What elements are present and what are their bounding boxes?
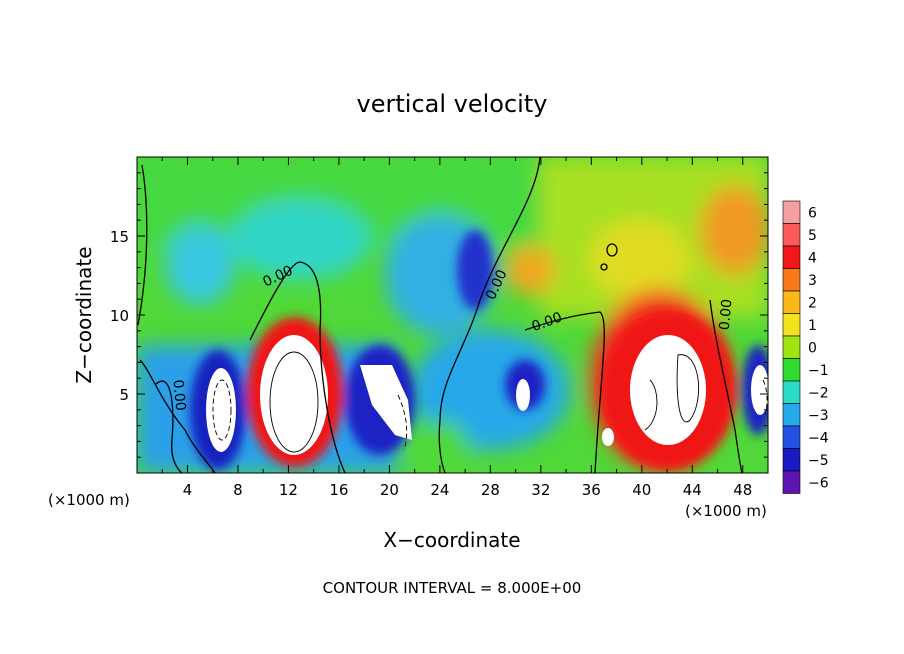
- colorbar-swatch: [782, 223, 801, 247]
- colorbar-label: 3: [808, 273, 817, 289]
- colorbar-label: 6: [808, 205, 817, 221]
- field-orange-upper: [505, 245, 555, 295]
- field-blue-left: [165, 225, 235, 305]
- colorbar-swatch: [782, 290, 801, 314]
- colorbar-swatch: [782, 335, 801, 359]
- y-tick-label: 15: [110, 228, 129, 246]
- plot-area: 0.00 0.000.000.000.00: [137, 157, 768, 473]
- field-cyan-mid: [230, 200, 370, 280]
- colorbar-swatch: [782, 380, 801, 404]
- x-tick-label: 8: [233, 481, 243, 499]
- contour-label: 0.00: [170, 379, 189, 411]
- colorbar-swatch: [782, 358, 801, 382]
- x-tick-label: 12: [279, 481, 298, 499]
- updraft-core-right: [630, 335, 706, 445]
- core-edge-right: [751, 365, 768, 415]
- x-tick-label: 16: [329, 481, 348, 499]
- field-orange-right: [700, 185, 768, 275]
- colorbar-label: −6: [808, 475, 829, 491]
- x-axis: 4 8 12 16 20 24 28 32 36 40 44 48: [161, 157, 752, 499]
- core-small-right: [516, 379, 530, 411]
- colorbar-label: −2: [808, 385, 829, 401]
- positive-contours: [269, 351, 700, 453]
- field-yellow-mid: [590, 220, 690, 300]
- colorbar: 6 5 4 3 2 1 0 −1 −2 −3 −4 −5 −6: [782, 200, 829, 494]
- colorbar-swatch: [782, 448, 801, 472]
- colorbar-swatch: [782, 245, 801, 269]
- contour-label: 0.00: [717, 298, 736, 330]
- negative-contours: [212, 379, 768, 451]
- zero-contours: [137, 157, 743, 473]
- field-lower-mid-blue: [410, 330, 570, 450]
- x-tick-label: 24: [430, 481, 449, 499]
- colorbar-label: 2: [808, 295, 817, 311]
- colorbar-swatch: [782, 470, 801, 494]
- x-tick-label: 36: [582, 481, 601, 499]
- y-axis: 5 10 15: [110, 172, 768, 458]
- x-tick-label: 28: [481, 481, 500, 499]
- x-tick-label: 48: [733, 481, 752, 499]
- colorbar-label: −4: [808, 430, 829, 446]
- x-tick-label: 40: [632, 481, 651, 499]
- x-tick-label: 20: [380, 481, 399, 499]
- colorbar-label: −3: [808, 408, 829, 424]
- colorbar-swatch: [782, 200, 801, 224]
- colorbar-swatch: [782, 425, 801, 449]
- core-mid-patch: [360, 365, 412, 440]
- colorbar-label: −5: [808, 453, 829, 469]
- contour-interval-note: CONTOUR INTERVAL = 8.000E+00: [323, 579, 582, 597]
- chart-title: vertical velocity: [357, 90, 548, 118]
- y-tick-label: 10: [110, 307, 129, 325]
- colorbar-label: 0: [808, 340, 817, 356]
- y-axis-label: Z−coordinate: [72, 246, 96, 383]
- core-left-small: [206, 368, 236, 452]
- x-unit-right: (×1000 m): [685, 502, 767, 520]
- colorbar-label: 5: [808, 228, 817, 244]
- colorbar-swatch: [782, 268, 801, 292]
- x-unit-left: (×1000 m): [48, 491, 130, 509]
- x-tick-label: 32: [531, 481, 550, 499]
- colorbar-label: 1: [808, 318, 817, 334]
- colorbar-swatch: [782, 403, 801, 427]
- y-tick-label: 5: [119, 386, 129, 404]
- x-tick-label: 44: [683, 481, 702, 499]
- colorbar-swatch: [782, 313, 801, 337]
- colorbar-label: −1: [808, 363, 829, 379]
- core-low-right: [602, 428, 614, 446]
- updraft-core-left: [260, 335, 328, 455]
- x-axis-label: X−coordinate: [383, 528, 520, 552]
- colorbar-label: 4: [808, 250, 817, 266]
- x-tick-label: 4: [183, 481, 193, 499]
